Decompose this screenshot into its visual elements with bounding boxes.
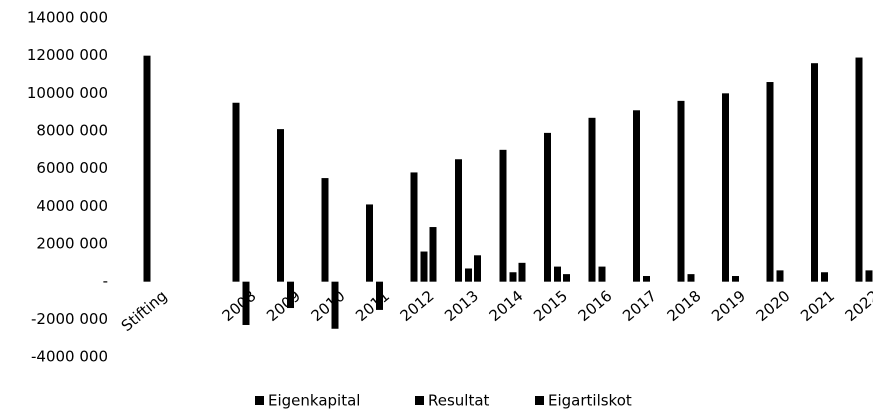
bar: [143, 55, 151, 282]
bar: [633, 110, 640, 282]
x-tick-label: 2015: [530, 287, 571, 325]
x-tick-label: 2019: [708, 287, 749, 325]
bar: [518, 262, 526, 282]
bar: [563, 274, 570, 282]
bar: [821, 272, 828, 282]
bar: [429, 227, 437, 282]
bar: [287, 281, 294, 309]
bar: [766, 82, 774, 282]
bar: [499, 149, 507, 282]
bar: [865, 270, 873, 282]
x-tick-label: 2017: [619, 287, 660, 325]
y-tick-label: 10000 000: [27, 84, 108, 102]
bar: [331, 281, 339, 329]
x-tick-label: 2012: [397, 287, 438, 325]
x-tick-label: 2008: [219, 287, 260, 325]
bar: [687, 274, 695, 282]
x-tick-label: 2022: [842, 287, 873, 325]
y-tick-label: -: [103, 272, 108, 290]
x-tick-label: Stifting: [118, 287, 171, 335]
bar: [811, 63, 818, 282]
y-tick-label: 4000 000: [36, 197, 108, 215]
bar: [376, 281, 383, 310]
x-tick-label: 2009: [263, 287, 304, 325]
bar: [410, 172, 418, 282]
x-tick-label: 2014: [486, 287, 527, 325]
legend-swatch: [255, 396, 264, 405]
bar: [732, 276, 739, 282]
y-tick-label: 8000 000: [36, 122, 108, 140]
bar: [677, 100, 685, 282]
bar: [366, 204, 373, 282]
y-tick-label: 2000 000: [36, 235, 108, 253]
bar: [588, 117, 596, 282]
bar: [554, 266, 561, 282]
y-tick-label: 12000 000: [27, 46, 108, 64]
x-tick-label: 2020: [753, 287, 794, 325]
y-tick-label: -4000 000: [31, 348, 108, 366]
bar: [855, 57, 863, 282]
legend-label: Eigenkapital: [268, 392, 360, 410]
bar: [455, 159, 462, 282]
bar: [544, 132, 551, 282]
bar: [242, 281, 250, 325]
legend-label: Resultat: [428, 392, 490, 410]
x-tick-label: 2010: [308, 287, 349, 325]
legend-swatch: [535, 396, 544, 405]
bar: [643, 276, 650, 282]
legend-swatch: [415, 396, 424, 405]
bar: [474, 255, 481, 282]
bar: [465, 268, 472, 282]
bar: [776, 270, 784, 282]
bar: [277, 129, 284, 282]
y-tick-label: -2000 000: [31, 310, 108, 328]
y-tick-label: 14000 000: [27, 9, 108, 27]
bar: [722, 93, 729, 282]
bar: [232, 102, 240, 282]
bar: [598, 266, 606, 282]
x-tick-label: 2018: [664, 287, 705, 325]
x-tick-label: 2016: [575, 287, 616, 325]
x-tick-label: 2013: [441, 287, 482, 325]
y-tick-label: 6000 000: [36, 159, 108, 177]
bar: [321, 178, 329, 282]
bar: [509, 272, 517, 282]
legend-label: Eigartilskot: [548, 392, 632, 410]
x-tick-label: 2021: [797, 287, 838, 325]
bar: [420, 251, 428, 282]
x-tick-label: 2011: [352, 287, 393, 325]
